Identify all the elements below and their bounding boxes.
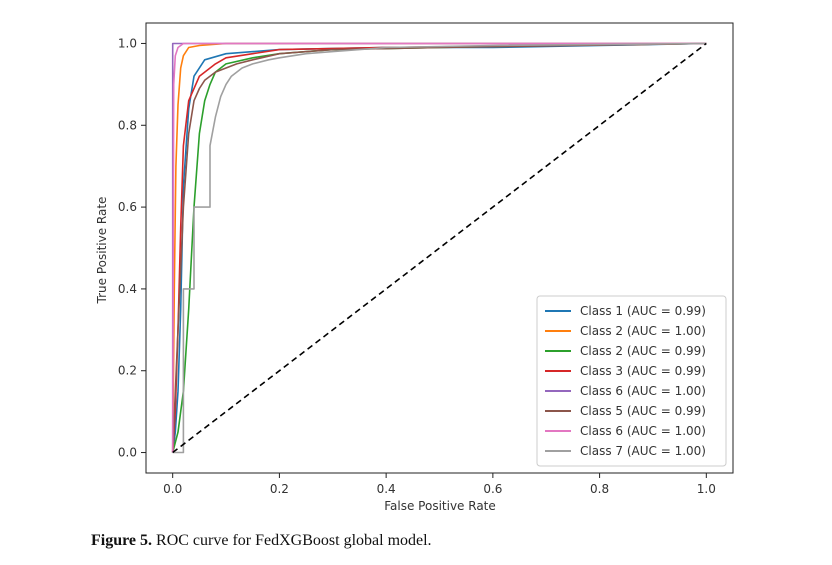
y-tick-label: 1.0 (118, 36, 137, 50)
legend-label: Class 2 (AUC = 0.99) (580, 344, 706, 358)
y-axis: 0.0 0.2 0.4 0.6 0.8 1.0 (118, 36, 146, 460)
roc-series-line-7 (171, 42, 707, 453)
x-tick-label: 0.4 (377, 482, 396, 496)
roc-chart: 0.0 0.2 0.4 0.6 0.8 1.0 0.0 0.2 0.4 0.6 0.8 1.0 Fa… (95, 22, 734, 513)
caption-label: Figure 5. (91, 532, 153, 549)
x-tick-label: 0.0 (163, 482, 182, 496)
series-layer (171, 42, 707, 454)
caption-text: ROC curve for FedXGBoost global model. (156, 532, 432, 549)
figure-caption: Figure 5. ROC curve for FedXGBoost globa… (91, 532, 432, 550)
legend-label: Class 3 (AUC = 0.99) (580, 364, 706, 378)
y-tick-label: 0.6 (118, 200, 137, 214)
x-tick-label: 0.6 (483, 482, 502, 496)
legend-label: Class 5 (AUC = 0.99) (580, 404, 706, 418)
x-tick-label: 1.0 (697, 482, 716, 496)
y-tick-label: 0.0 (118, 446, 137, 460)
legend-label: Class 2 (AUC = 1.00) (580, 324, 706, 338)
x-tick-label: 0.8 (590, 482, 609, 496)
legend: Class 1 (AUC = 0.99) Class 2 (AUC = 1.00)… (536, 295, 727, 467)
legend-label: Class 6 (AUC = 1.00) (580, 384, 706, 398)
chance-diagonal-line (172, 42, 707, 454)
legend-label: Class 7 (AUC = 1.00) (580, 444, 706, 458)
roc-series-line-8 (172, 42, 707, 454)
y-tick-label: 0.8 (118, 118, 137, 132)
x-tick-label: 0.2 (270, 482, 289, 496)
roc-series-line-6 (171, 42, 707, 453)
legend-box (536, 295, 727, 467)
legend-label: Class 1 (AUC = 0.99) (580, 304, 706, 318)
roc-series-line-2 (171, 42, 707, 453)
y-tick-label: 0.2 (118, 364, 137, 378)
legend-label: Class 6 (AUC = 1.00) (580, 424, 706, 438)
y-tick-label: 0.4 (118, 282, 137, 296)
y-axis-title: True Positive Rate (95, 197, 109, 305)
x-axis: 0.0 0.2 0.4 0.6 0.8 1.0 (163, 473, 716, 496)
x-axis-title: False Positive Rate (384, 499, 496, 513)
